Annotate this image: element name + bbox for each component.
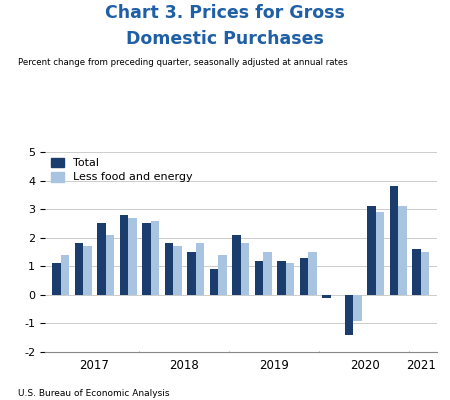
Bar xyxy=(421,252,429,295)
Bar xyxy=(376,212,384,295)
Bar xyxy=(173,246,182,295)
Bar xyxy=(345,295,353,335)
Bar xyxy=(75,244,83,295)
Bar xyxy=(322,295,331,298)
Bar xyxy=(165,244,173,295)
Text: U.S. Bureau of Economic Analysis: U.S. Bureau of Economic Analysis xyxy=(18,389,170,398)
Bar xyxy=(367,206,376,295)
Bar xyxy=(52,264,61,295)
Text: 2021: 2021 xyxy=(406,359,436,372)
Text: Domestic Purchases: Domestic Purchases xyxy=(126,30,324,48)
Bar xyxy=(277,260,286,295)
Bar xyxy=(196,244,204,295)
Legend: Total, Less food and energy: Total, Less food and energy xyxy=(50,158,193,182)
Bar xyxy=(83,246,92,295)
Bar xyxy=(300,258,308,295)
Bar xyxy=(106,235,114,295)
Bar xyxy=(286,264,294,295)
Bar xyxy=(120,215,128,295)
Bar xyxy=(255,260,263,295)
Bar xyxy=(218,255,227,295)
Bar xyxy=(398,206,407,295)
Text: 2017: 2017 xyxy=(80,359,109,372)
Text: 2019: 2019 xyxy=(260,359,289,372)
Text: Percent change from preceding quarter, seasonally adjusted at annual rates: Percent change from preceding quarter, s… xyxy=(18,58,348,67)
Bar xyxy=(241,244,249,295)
Bar xyxy=(151,220,159,295)
Bar xyxy=(187,252,196,295)
Bar xyxy=(263,252,272,295)
Bar xyxy=(412,249,421,295)
Bar xyxy=(232,235,241,295)
Bar xyxy=(97,224,106,295)
Bar xyxy=(128,218,137,295)
Bar xyxy=(353,295,362,320)
Text: 2018: 2018 xyxy=(170,359,199,372)
Bar xyxy=(390,186,398,295)
Bar xyxy=(61,255,69,295)
Text: Chart 3. Prices for Gross: Chart 3. Prices for Gross xyxy=(105,4,345,22)
Bar xyxy=(142,224,151,295)
Bar xyxy=(308,252,317,295)
Bar xyxy=(210,269,218,295)
Text: 2020: 2020 xyxy=(350,359,379,372)
